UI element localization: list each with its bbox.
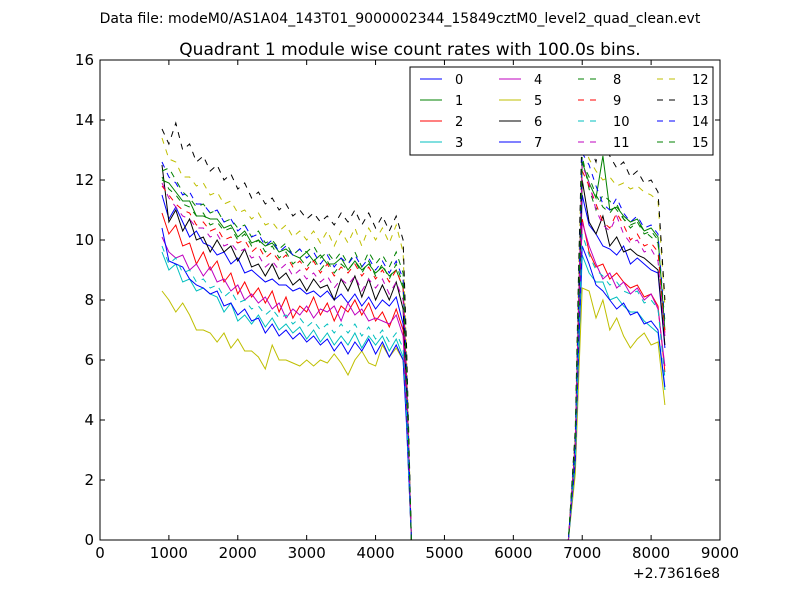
legend-label-5: 5: [534, 94, 542, 109]
legend-box: [409, 66, 714, 156]
legend-label-10: 10: [613, 115, 630, 130]
x-tick-label: 0: [95, 544, 105, 562]
y-tick-label: 2: [84, 471, 94, 489]
series-line-2: [161, 212, 666, 541]
legend-label-9: 9: [613, 94, 621, 109]
figure-suptitle: Data file: modeM0/AS1A04_143T01_90000023…: [100, 11, 701, 27]
series-line-11: [161, 164, 666, 541]
legend-label-4: 4: [534, 73, 542, 88]
legend-label-15: 15: [692, 136, 709, 151]
legend-label-13: 13: [692, 94, 709, 109]
legend-label-8: 8: [613, 73, 621, 88]
x-tick-label: 2000: [219, 544, 257, 562]
legend-label-12: 12: [692, 73, 709, 88]
series-line-14: [161, 151, 666, 541]
x-tick-label: 4000: [356, 544, 394, 562]
legend-label-11: 11: [613, 136, 630, 151]
x-tick-label: 9000: [701, 544, 739, 562]
series-line-9: [161, 170, 666, 541]
y-tick-label: 4: [84, 411, 94, 429]
legend-label-1: 1: [455, 94, 463, 109]
y-tick-label: 0: [84, 531, 94, 549]
y-tick-label: 14: [75, 111, 94, 129]
series-line-8: [161, 155, 666, 541]
series-line-12: [161, 137, 666, 541]
legend-label-6: 6: [534, 115, 542, 130]
series-line-5: [161, 287, 666, 541]
x-axis: 0 1000 2000 3000 4000 5000 6000 7000 8000 9000: [95, 60, 739, 562]
series-line-4: [161, 221, 666, 541]
chart-title: Quadrant 1 module wise count rates with …: [179, 40, 640, 60]
x-offset-text: +2.73616e8: [633, 566, 720, 582]
series-line-0: [161, 194, 666, 541]
series-line-10: [161, 233, 666, 541]
series-line-6: [161, 164, 666, 541]
legend-label-2: 2: [455, 115, 463, 130]
series-line-3: [161, 251, 666, 541]
y-tick-label: 12: [75, 171, 94, 189]
legend-label-0: 0: [455, 73, 463, 88]
y-tick-label: 8: [84, 291, 94, 309]
legend-label-14: 14: [692, 115, 709, 130]
y-tick-label: 6: [84, 351, 94, 369]
x-tick-label: 7000: [563, 544, 601, 562]
x-tick-label: 6000: [494, 544, 532, 562]
series-line-7: [161, 227, 666, 541]
x-tick-label: 8000: [632, 544, 670, 562]
y-tick-label: 10: [75, 231, 94, 249]
x-tick-label: 1000: [150, 544, 188, 562]
x-tick-label: 5000: [425, 544, 463, 562]
legend-label-3: 3: [455, 136, 463, 151]
x-tick-label: 3000: [288, 544, 326, 562]
plot-area: [161, 121, 666, 541]
series-line-15: [161, 161, 666, 541]
y-tick-label: 16: [75, 51, 94, 69]
series-line-1: [161, 155, 666, 541]
legend-label-7: 7: [534, 136, 542, 151]
